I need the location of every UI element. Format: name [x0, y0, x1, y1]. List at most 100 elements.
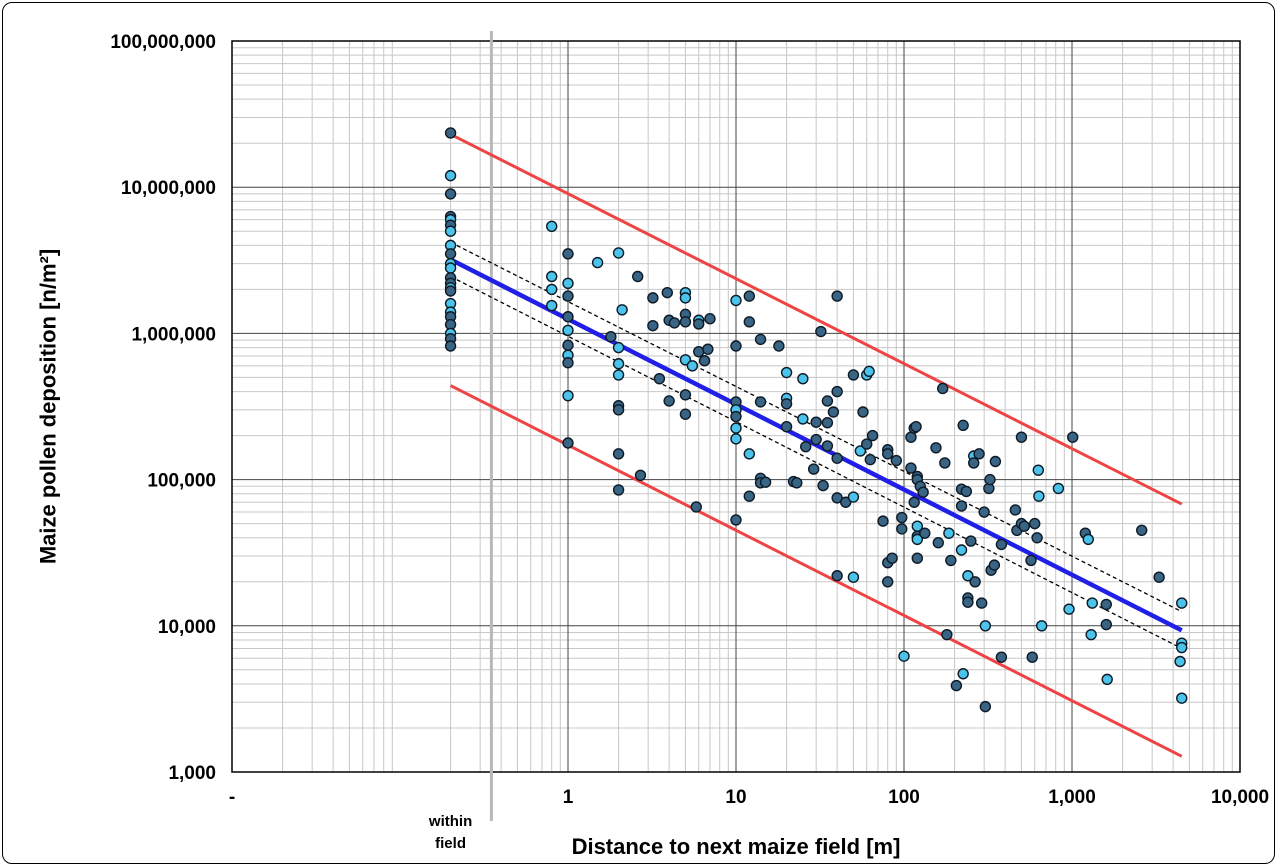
data-point	[840, 496, 852, 508]
data-point	[854, 445, 867, 457]
data-point	[800, 440, 812, 453]
data-point	[444, 285, 457, 297]
data-point	[612, 484, 625, 496]
data-point	[562, 248, 574, 260]
data-point	[546, 299, 558, 312]
data-point	[911, 533, 924, 546]
data-point	[827, 406, 840, 418]
data-points	[444, 127, 1188, 713]
data-point	[898, 650, 910, 662]
data-point	[955, 544, 968, 556]
y-tick-labels: 1,000 10,000 100,000 1,000,000 10,000,000 100…	[110, 32, 216, 784]
data-point	[815, 325, 827, 338]
data-point	[730, 514, 742, 526]
data-point	[444, 225, 457, 237]
data-point	[562, 324, 574, 337]
data-point	[847, 571, 860, 583]
data-point	[653, 372, 666, 385]
data-point	[546, 283, 558, 296]
data-point	[919, 527, 931, 539]
data-point	[969, 576, 981, 588]
y-tick-label: 1,000	[168, 763, 216, 784]
data-point	[616, 304, 628, 316]
within-field-label-line1: within	[428, 813, 472, 830]
data-point	[831, 385, 843, 398]
data-point	[546, 220, 558, 233]
data-point	[866, 429, 879, 442]
data-point	[831, 570, 843, 582]
data-point	[730, 340, 742, 352]
data-point	[444, 248, 457, 260]
data-point	[562, 389, 574, 402]
data-point	[612, 358, 625, 370]
data-point	[817, 479, 829, 492]
data-point	[444, 127, 457, 139]
data-point	[612, 341, 625, 354]
data-point	[968, 457, 980, 469]
data-point	[546, 270, 558, 283]
data-point	[780, 421, 793, 433]
data-point	[1082, 533, 1094, 546]
data-point	[754, 333, 767, 346]
data-point	[939, 457, 951, 469]
data-point	[562, 277, 574, 290]
data-point	[810, 433, 822, 446]
data-point	[1026, 651, 1038, 663]
data-point	[807, 463, 820, 475]
data-point	[917, 486, 929, 498]
pollen-deposition-chart: 1,000 10,000 100,000 1,000,000 10,000,000 100…	[36, 31, 1269, 859]
data-point	[937, 382, 949, 395]
data-point	[562, 311, 574, 323]
data-point	[955, 500, 968, 512]
y-axis-title: Maize pollen deposition [n/m²]	[36, 249, 61, 564]
data-point	[754, 396, 767, 408]
data-point	[1176, 641, 1188, 654]
data-point	[562, 357, 574, 369]
x-tick-label: 100	[888, 787, 920, 808]
data-point	[679, 292, 692, 304]
data-point	[882, 448, 894, 460]
prediction-upper-line	[449, 132, 1183, 506]
x-tick-label: 10	[725, 787, 746, 808]
data-point	[668, 317, 681, 329]
data-point	[797, 413, 809, 425]
x-axis-title: Distance to next maize field [m]	[572, 834, 901, 859]
x-tick-label: -	[229, 787, 235, 808]
y-tick-label: 100,000	[147, 471, 216, 492]
data-point	[773, 340, 785, 352]
data-point	[612, 404, 625, 416]
data-point	[444, 188, 457, 200]
data-point	[1032, 464, 1044, 476]
within-field-label-line2: field	[435, 835, 466, 852]
data-point	[965, 535, 977, 547]
data-point	[612, 448, 625, 460]
data-point	[864, 453, 876, 466]
data-point	[886, 552, 898, 564]
data-point	[943, 527, 955, 539]
data-point	[905, 462, 917, 474]
data-point	[1009, 504, 1022, 516]
data-point	[882, 576, 894, 588]
data-point	[861, 438, 873, 450]
data-point	[743, 290, 756, 302]
data-point	[988, 559, 1001, 571]
data-point	[605, 330, 617, 343]
data-point	[791, 477, 803, 489]
data-point	[661, 286, 673, 299]
y-tick-label: 10,000,000	[121, 178, 216, 199]
x-tick-label: 1	[563, 787, 574, 808]
data-point	[1085, 628, 1097, 641]
y-tick-label: 100,000,000	[110, 32, 216, 53]
data-point	[890, 454, 903, 467]
confidence-lower-line	[450, 275, 1183, 650]
data-point	[693, 318, 705, 330]
data-point	[562, 290, 574, 302]
x-tick-label: 10,000	[1211, 787, 1269, 808]
data-point	[690, 501, 702, 513]
data-point	[647, 292, 659, 304]
data-point	[1101, 673, 1113, 686]
data-point	[730, 433, 742, 445]
data-point	[831, 290, 843, 302]
data-point	[1035, 620, 1048, 632]
